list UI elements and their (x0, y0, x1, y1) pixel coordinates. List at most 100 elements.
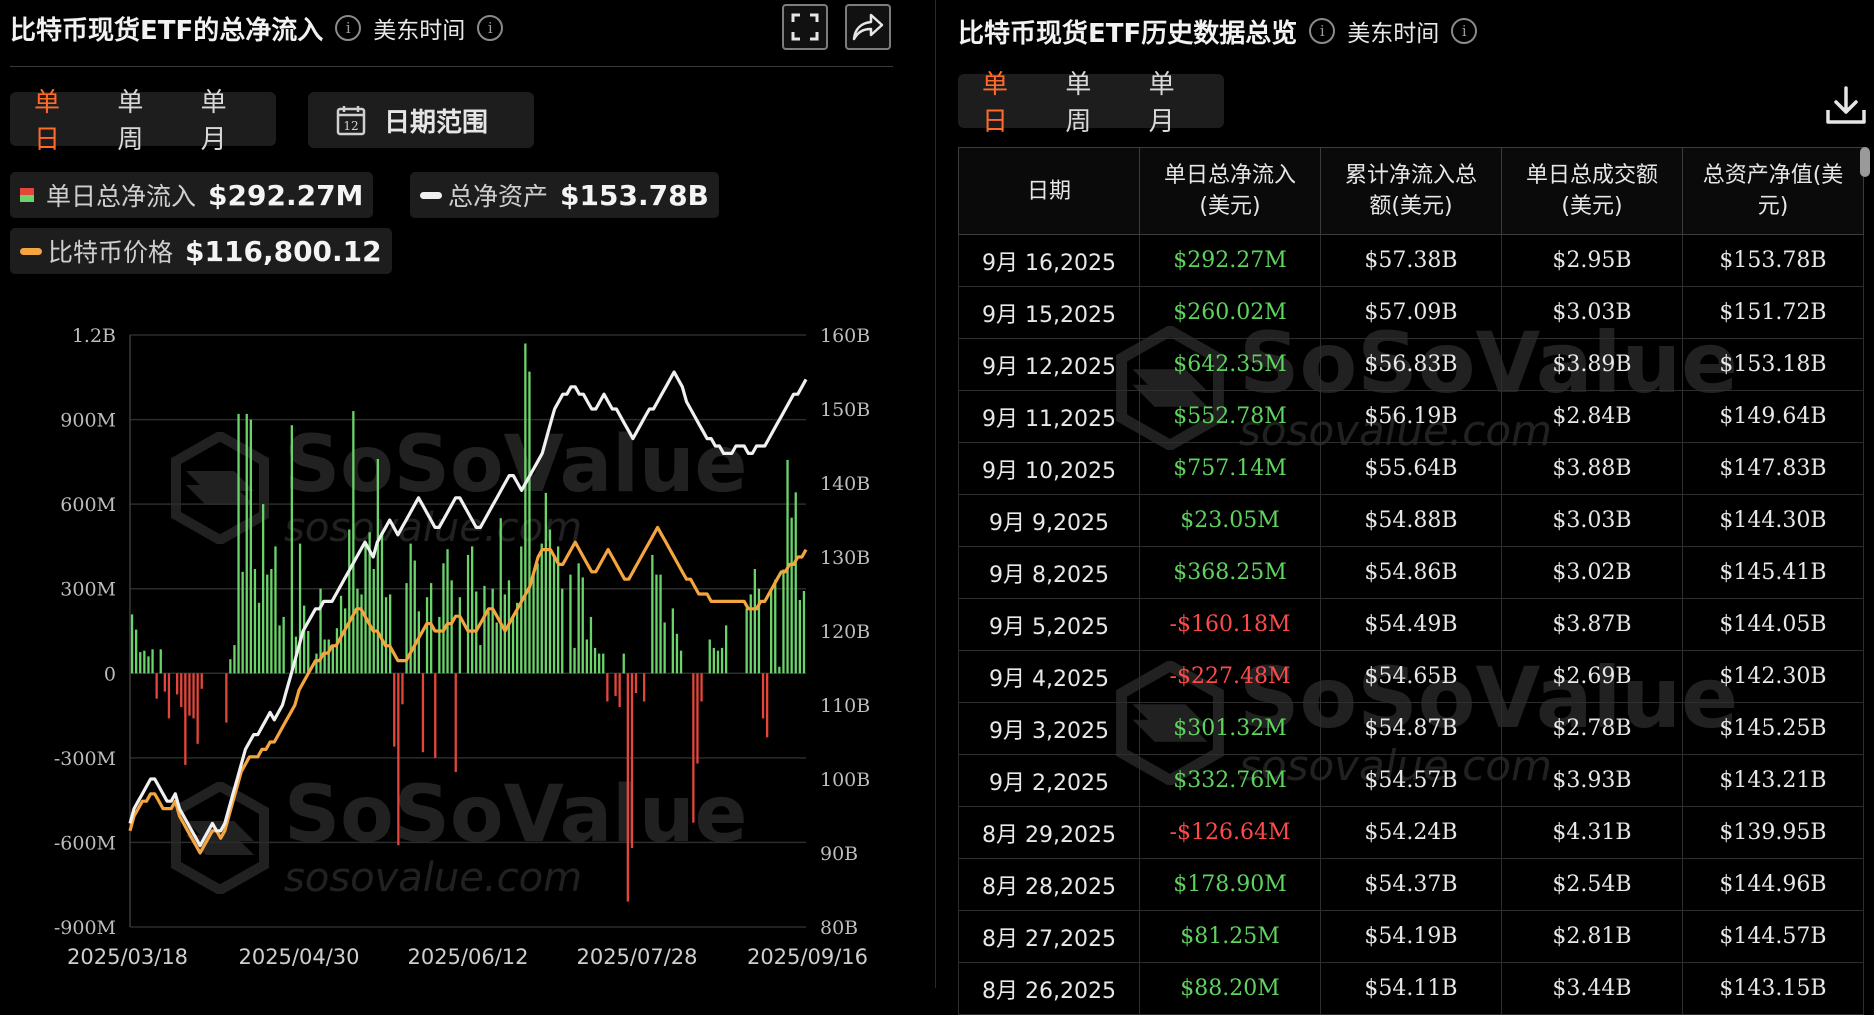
chart-title-row: 比特币现货ETF的总净流入 i 美东时间 i (10, 8, 504, 48)
table-tab-weekly[interactable]: 单周 (1065, 70, 1092, 137)
flow-bar (708, 639, 711, 674)
flow-bar (434, 673, 437, 758)
flow-chart[interactable]: 1.2B 900M 600M 300M 0 -300M -600M -900M 160B 150B… (0, 0, 935, 988)
table-cell: $144.96B (1682, 858, 1864, 911)
flow-bar (466, 554, 470, 674)
table-cell: $55.64B (1320, 442, 1502, 495)
table-cell: $54.49B (1320, 598, 1502, 651)
flow-bar (229, 659, 232, 674)
flow-bar (626, 673, 629, 902)
table-cell: $3.02B (1501, 546, 1683, 599)
period-tabs: 单日 单周 单月 (10, 88, 276, 155)
flow-bar (503, 594, 506, 674)
flow-bar (536, 563, 539, 674)
fullscreen-button[interactable] (782, 4, 828, 50)
table-tab-monthly[interactable]: 单月 (1148, 70, 1175, 137)
flow-bar (548, 529, 552, 674)
table-cell: 9月 16,2025 (958, 234, 1140, 287)
table-timezone-info-icon[interactable]: i (1451, 18, 1478, 44)
flow-bar (290, 425, 293, 674)
flow-bar (630, 673, 634, 849)
table-cell: $54.37B (1320, 858, 1502, 911)
legend-price[interactable]: 比特币价格 $116,800.12 (10, 228, 392, 274)
table-cell: $3.93B (1501, 754, 1683, 807)
table-info-icon[interactable]: i (1309, 18, 1336, 44)
legend-assets[interactable]: 总净资产 $153.78B (410, 172, 719, 218)
table-cell: $145.41B (1682, 546, 1864, 599)
column-header-0[interactable]: 日期 (958, 147, 1140, 235)
tab-weekly[interactable]: 单周 (117, 88, 144, 155)
flow-chart-panel: 比特币现货ETF的总净流入 i 美东时间 i 单日 单周 单月 12 日期范围 … (0, 0, 935, 988)
flow-bar (606, 673, 609, 702)
table-cell: $54.57B (1320, 754, 1502, 807)
table-cell: $301.32M (1139, 702, 1321, 755)
flow-bar (253, 569, 257, 674)
table-cell: $139.95B (1682, 806, 1864, 859)
column-header-4[interactable]: 总资产净值(美 元) (1682, 147, 1864, 235)
flow-bar (450, 580, 453, 674)
flow-bar (700, 673, 703, 702)
download-icon[interactable] (1822, 82, 1870, 130)
flow-bar (692, 673, 695, 823)
table-row: 8月 26,2025 $88.20M $54.11B $3.44B $143.15B (958, 962, 1864, 1015)
flow-bar (360, 594, 363, 674)
flow-bar (413, 560, 416, 674)
table-header-row: 日期 单日总净流入 (美元) 累计净流入总 额(美元) 单日总成交额 (美元) 总资产净值(美… (958, 147, 1864, 235)
y-left-tick-label: 0 (104, 663, 116, 685)
info-icon[interactable]: i (335, 15, 362, 41)
table-cell: $552.78M (1139, 390, 1321, 443)
legend-price-value: $116,800.12 (185, 234, 382, 268)
table-cell: $57.38B (1320, 234, 1502, 287)
flow-bar (618, 673, 621, 708)
table-period-tabs: 单日 单周 单月 (958, 70, 1224, 137)
column-header-3[interactable]: 单日总成交额 (美元) (1501, 147, 1683, 235)
flow-bar (782, 569, 785, 674)
flow-bar (552, 554, 556, 674)
tab-monthly[interactable]: 单月 (200, 88, 227, 155)
legend-inflow[interactable]: 单日总净流入 $292.27M (10, 172, 374, 218)
date-range-button[interactable]: 12 日期范围 (308, 92, 534, 148)
table-cell: $2.95B (1501, 234, 1683, 287)
flow-bar (671, 608, 674, 674)
table-cell: 8月 27,2025 (958, 910, 1140, 963)
flow-bar (364, 543, 367, 674)
table-row: 9月 16,2025 $292.27M $57.38B $2.95B $153.78B (958, 234, 1864, 287)
flow-bar (528, 371, 531, 674)
flow-bar (749, 594, 752, 674)
y-right-tick-label: 110B (820, 695, 870, 717)
flow-bar (262, 504, 265, 674)
column-header-1[interactable]: 单日总净流入 (美元) (1139, 147, 1321, 235)
table-cell: $3.87B (1501, 598, 1683, 651)
flow-bar (446, 549, 449, 674)
y-left-tick-label: -300M (54, 748, 116, 770)
table-cell: $153.18B (1682, 338, 1864, 391)
tab-daily[interactable]: 单日 (34, 88, 61, 155)
flow-bar (327, 639, 330, 674)
column-header-2[interactable]: 累计净流入总 额(美元) (1320, 147, 1502, 235)
flow-bar (319, 588, 322, 674)
flow-bar (184, 673, 187, 765)
flow-bar (643, 673, 646, 702)
table-cell: $23.05M (1139, 494, 1321, 547)
timezone-info-icon[interactable]: i (477, 15, 504, 41)
flow-bar (233, 645, 236, 674)
table-cell: 8月 28,2025 (958, 858, 1140, 911)
flow-bar (430, 583, 433, 674)
table-timezone-label: 美东时间 (1347, 21, 1440, 47)
flow-bar (511, 616, 515, 674)
table-scrollbar[interactable] (1860, 147, 1870, 177)
table-cell: $57.09B (1320, 286, 1502, 339)
table-cell: -$160.18M (1139, 598, 1321, 651)
flow-bar (561, 588, 564, 674)
flow-bar (130, 614, 134, 674)
flow-bar (155, 673, 158, 699)
table-cell: $3.03B (1501, 286, 1683, 339)
flow-bar (790, 517, 793, 674)
flow-bar (524, 343, 527, 674)
table-tab-daily[interactable]: 单日 (982, 70, 1009, 137)
flow-bar (569, 574, 572, 674)
table-cell: $642.35M (1139, 338, 1321, 391)
share-button[interactable] (845, 4, 891, 50)
flow-bar (401, 673, 404, 705)
flow-bar (798, 600, 801, 674)
